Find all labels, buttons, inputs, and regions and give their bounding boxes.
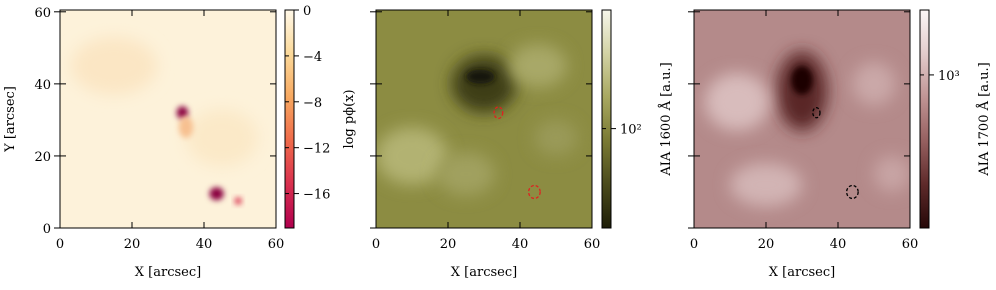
contour (812, 107, 821, 119)
x-tick-label: 60 (584, 237, 601, 252)
x-tick-label: 40 (830, 237, 847, 252)
image-feature (874, 155, 910, 192)
x-tick-label: 40 (196, 237, 213, 252)
colorbar (919, 9, 930, 229)
image (60, 10, 276, 228)
x-tick-label: 20 (124, 237, 141, 252)
image-feature (376, 127, 448, 185)
colorbar-label: AIA 1600 Å [a.u.] (658, 62, 674, 176)
x-tick-label: 20 (440, 237, 457, 252)
x-axis-label: X [arcsec] (135, 265, 201, 280)
colorbar-label: log pϕ(x) (342, 89, 357, 148)
colorbar-label: AIA 1700 Å [a.u.] (976, 62, 992, 176)
axes-frame (375, 9, 593, 229)
contour (845, 184, 859, 200)
colorbar-tick-label: −8 (303, 96, 322, 111)
image-feature (704, 73, 770, 131)
y-tick-label: 20 (34, 150, 51, 165)
image-feature (209, 187, 224, 201)
x-axis-label: X [arcsec] (769, 265, 835, 280)
y-tick-label: 0 (43, 222, 51, 237)
image-feature (534, 119, 578, 156)
colorbar (284, 9, 295, 229)
colorbar-tick-label: 10³ (938, 69, 960, 84)
image (694, 10, 910, 228)
image-feature (791, 65, 813, 95)
colorbar-tick-label: −12 (303, 142, 330, 157)
image-background (376, 10, 592, 228)
image-feature (509, 44, 567, 88)
image-feature (451, 55, 517, 113)
image-feature (176, 106, 189, 120)
panel: 0 20 40 60 X [arcsec] 10² AIA 1600 Å [a.u.] (370, 9, 674, 280)
image-feature (466, 69, 495, 84)
colorbar-tick-label: −4 (303, 50, 322, 65)
axes-frame (59, 9, 277, 229)
colorbar-tick-label: 0 (303, 4, 311, 19)
image-feature (70, 37, 158, 95)
x-tick-label: 0 (690, 237, 698, 252)
colorbar-tick-label: 10² (620, 123, 642, 138)
contour (527, 184, 541, 200)
x-tick-label: 0 (372, 237, 380, 252)
contour (493, 106, 504, 120)
image-feature (730, 163, 802, 207)
x-axis-label: X [arcsec] (451, 265, 517, 280)
y-tick-label: 40 (34, 78, 51, 93)
axes-frame (693, 9, 911, 229)
x-tick-label: 60 (902, 237, 919, 252)
x-tick-label: 40 (512, 237, 529, 252)
image-feature (437, 152, 495, 196)
x-tick-label: 0 (56, 237, 64, 252)
x-tick-label: 60 (268, 237, 285, 252)
image-feature (234, 197, 242, 205)
colorbar (601, 9, 612, 229)
image-feature (178, 116, 194, 138)
panel: 0 20 40 60 0 20 40 60 X [arcsec] Y [arcsec] 0 −4 −8 −… (3, 4, 357, 280)
image-feature (852, 62, 896, 106)
y-axis-label: Y [arcsec] (3, 86, 18, 153)
image-feature (186, 109, 258, 167)
y-tick-label: 60 (34, 6, 51, 21)
panel: 0 20 40 60 X [arcsec] 10³ AIA 1700 Å [a.u.] (688, 9, 992, 280)
colorbar-tick-label: −16 (303, 188, 330, 203)
image (376, 10, 592, 228)
x-tick-label: 20 (758, 237, 775, 252)
